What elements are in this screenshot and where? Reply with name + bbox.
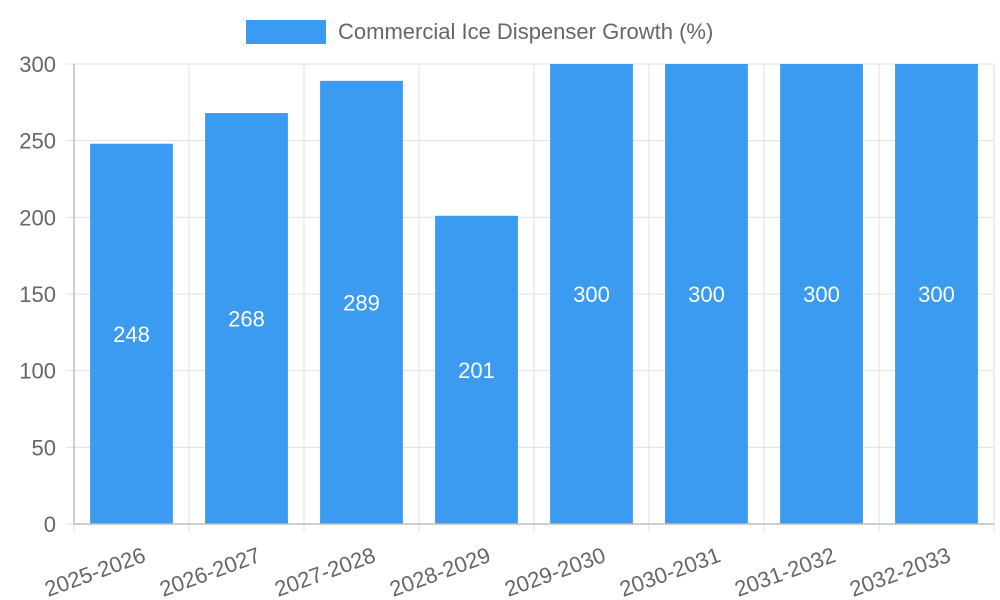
y-tick-label: 50 [32, 435, 56, 460]
legend[interactable]: Commercial Ice Dispenser Growth (%) [246, 19, 713, 44]
x-tick-label: 2031-2032 [731, 542, 838, 600]
legend-swatch [246, 20, 326, 44]
y-tick-label: 0 [44, 512, 56, 537]
bar[interactable] [435, 215, 518, 525]
bars [90, 64, 978, 525]
y-tick-label: 250 [19, 129, 56, 154]
data-label: 300 [573, 282, 610, 307]
data-label: 289 [343, 290, 380, 315]
x-tick-label: 2025-2026 [41, 542, 148, 600]
x-tick-label: 2032-2033 [846, 542, 953, 600]
legend-label: Commercial Ice Dispenser Growth (%) [338, 19, 713, 44]
bar[interactable] [895, 64, 978, 524]
data-label: 300 [688, 282, 725, 307]
data-label: 201 [458, 358, 495, 383]
x-tick-label: 2028-2029 [386, 542, 493, 600]
x-tick-label: 2030-2031 [616, 542, 723, 600]
data-label: 268 [228, 307, 265, 332]
bar[interactable] [550, 64, 633, 524]
y-tick-label: 150 [19, 282, 56, 307]
bar[interactable] [205, 113, 288, 525]
data-label: 300 [803, 282, 840, 307]
y-tick-label: 100 [19, 359, 56, 384]
bar[interactable] [780, 64, 863, 524]
bar[interactable] [320, 80, 403, 524]
bar[interactable] [90, 143, 173, 524]
axes [73, 64, 994, 525]
x-tick-label: 2026-2027 [156, 542, 263, 600]
bar[interactable] [665, 64, 748, 524]
data-label: 300 [918, 282, 955, 307]
y-tick-label: 200 [19, 205, 56, 230]
data-label: 248 [113, 322, 150, 347]
x-tick-label: 2027-2028 [271, 542, 378, 600]
x-tick-label: 2029-2030 [501, 542, 608, 600]
y-tick-label: 300 [19, 52, 56, 77]
